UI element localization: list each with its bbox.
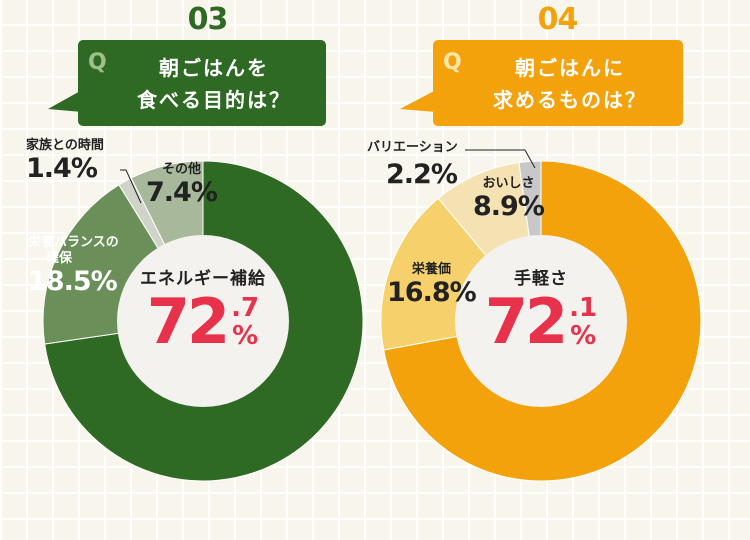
chart-panel-04: 04 Q 朝ごはんに 求めるものは？ バリエーション 2.2% おいしさ 8.9… xyxy=(367,0,750,540)
donut-chart-04 xyxy=(380,149,702,482)
slice-label-variation: バリエーション xyxy=(367,140,458,156)
slice-name: その他 xyxy=(161,162,201,177)
slice-value-variation: 2.2% xyxy=(386,159,458,190)
donut-hole-03 xyxy=(117,235,289,407)
slice-value: 18.5% xyxy=(28,266,118,297)
center-value: 72.7% xyxy=(146,285,260,358)
question-line-2: 求めるものは？ xyxy=(493,88,647,112)
leader-line-variation xyxy=(465,149,536,169)
bubble-tail xyxy=(48,90,82,112)
slice-name: おいしさ xyxy=(482,176,535,191)
slice-name: バリエーション xyxy=(367,140,458,155)
slice-label-balance: 栄養バランスの 確保 18.5% xyxy=(28,235,119,297)
leader-line-family xyxy=(120,169,142,204)
bubble-tail xyxy=(400,90,436,112)
slice-value: 16.8% xyxy=(387,277,477,308)
slice-value: 1.4% xyxy=(26,153,98,184)
slice-value: 8.9% xyxy=(473,191,545,222)
slice-name-line-1: 栄養バランスの xyxy=(28,235,119,250)
slice-label-other: その他 7.4% xyxy=(146,162,218,208)
donut-chart-03 xyxy=(42,160,364,482)
donut-hole-04 xyxy=(455,235,627,407)
question-number: 03 xyxy=(187,2,229,37)
question-bubble: Q 朝ごはんを 食べる目的は？ xyxy=(78,40,326,126)
slice-value: 7.4% xyxy=(146,177,218,208)
q-mark: Q xyxy=(443,50,462,75)
question-line-2: 食べる目的は？ xyxy=(137,88,291,112)
q-mark: Q xyxy=(88,50,107,75)
question-text: 朝ごはんを 食べる目的は？ xyxy=(108,52,320,116)
slice-name-line-2: 確保 xyxy=(46,251,73,266)
slice-label-nutrition: 栄養価 16.8% xyxy=(387,262,477,308)
center-value: 72.1% xyxy=(484,285,598,358)
question-number: 04 xyxy=(537,2,579,37)
slice-label-taste: おいしさ 8.9% xyxy=(473,176,545,222)
question-bubble: Q 朝ごはんに 求めるものは？ xyxy=(433,40,683,126)
question-line-1: 朝ごはんに xyxy=(515,56,625,80)
slice-name: 家族との時間 xyxy=(26,138,104,153)
center-slice-name: エネルギー補給 xyxy=(140,269,266,289)
slice-name: 栄養価 xyxy=(411,262,451,277)
question-line-1: 朝ごはんを xyxy=(159,56,269,80)
center-label-04: 手軽さ 72.1% xyxy=(451,264,631,355)
center-slice-name: 手軽さ xyxy=(514,269,568,289)
center-label-03: エネルギー補給 72.7% xyxy=(113,264,293,355)
question-text: 朝ごはんに 求めるものは？ xyxy=(463,52,677,116)
chart-panel-03: 03 Q 朝ごはんを 食べる目的は？ 家族との時間 1.4% その他 7.4% … xyxy=(26,2,364,482)
slice-label-family: 家族との時間 1.4% xyxy=(26,138,104,184)
slice-value: 2.2% xyxy=(386,159,458,190)
